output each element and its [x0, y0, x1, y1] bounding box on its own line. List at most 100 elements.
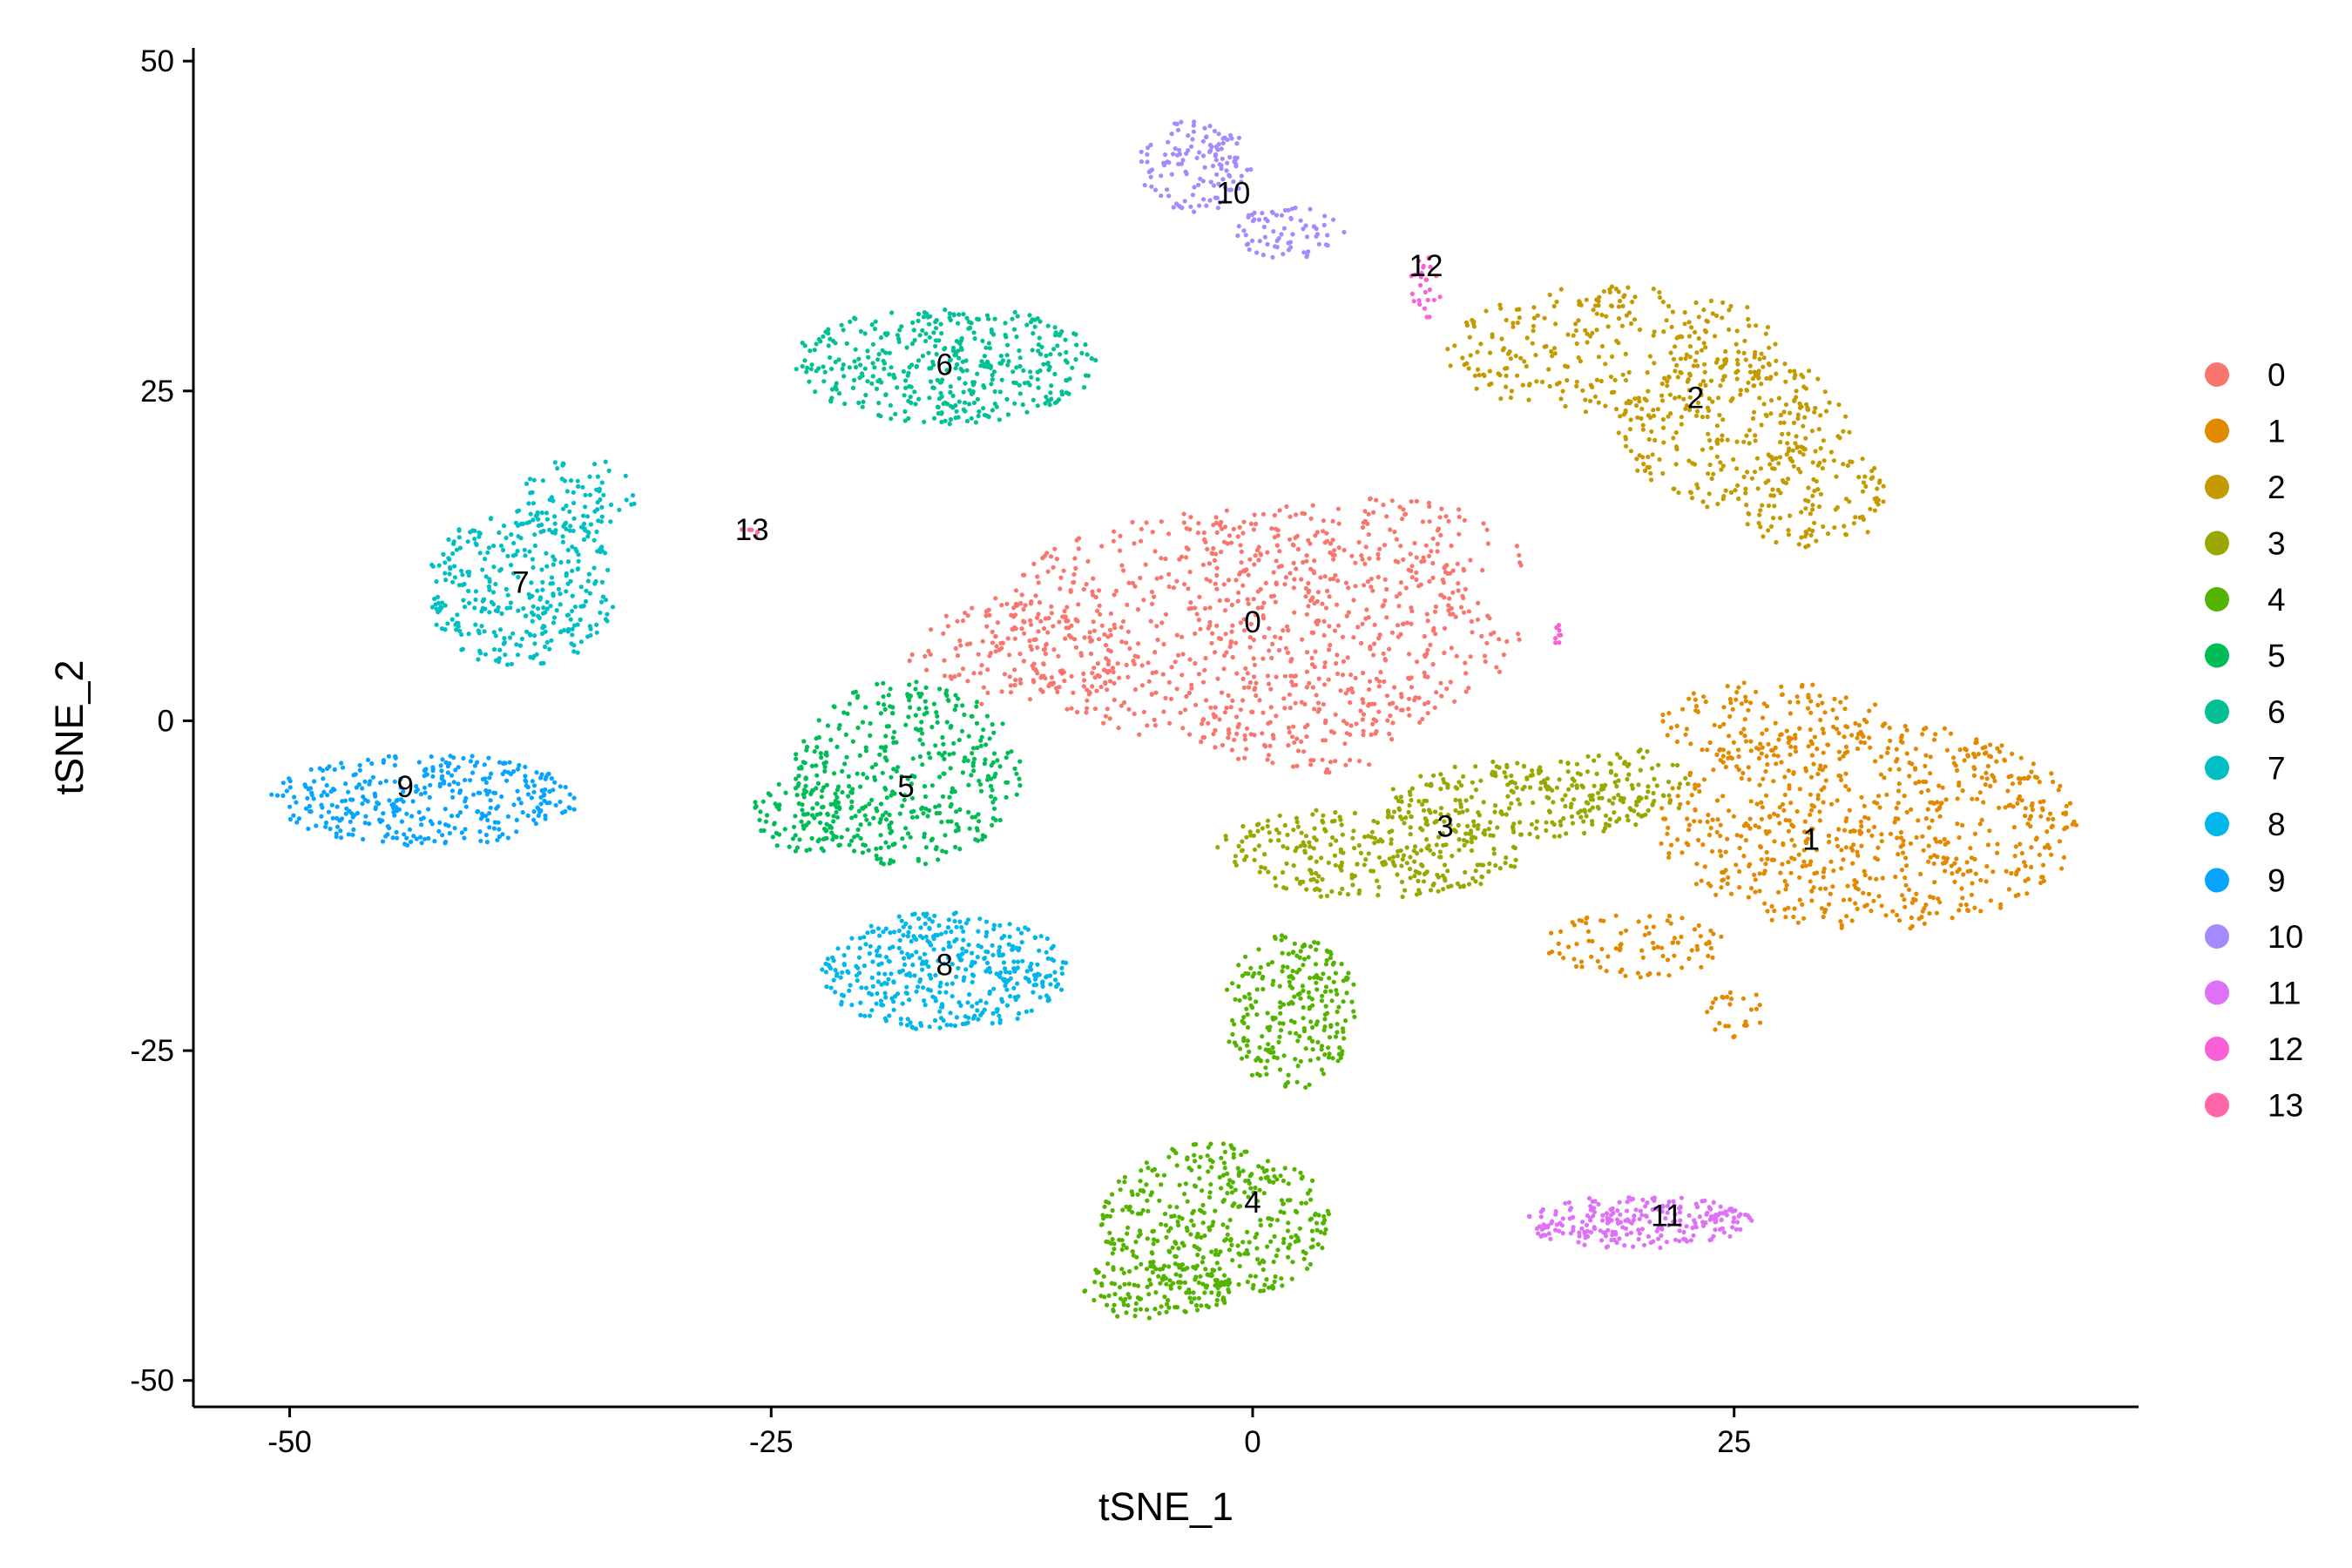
data-point	[1137, 1296, 1142, 1301]
data-point	[1288, 673, 1294, 679]
data-point	[1124, 1310, 1129, 1315]
data-point	[1558, 287, 1564, 292]
data-point	[1645, 749, 1650, 754]
data-point	[1665, 379, 1670, 384]
data-point	[956, 672, 962, 678]
data-point	[1425, 647, 1430, 652]
data-point	[983, 757, 988, 762]
data-point	[1376, 684, 1382, 689]
data-point	[1333, 712, 1338, 717]
data-point	[1637, 453, 1642, 458]
data-point	[1595, 958, 1600, 964]
data-point	[1689, 793, 1694, 798]
data-point	[1647, 914, 1652, 919]
data-point	[1509, 788, 1514, 794]
data-point	[883, 350, 889, 355]
data-point	[966, 402, 972, 407]
data-point	[1524, 775, 1530, 781]
data-point	[1132, 686, 1139, 693]
data-point	[1328, 642, 1333, 648]
data-point	[1304, 734, 1309, 740]
data-point	[963, 755, 968, 760]
data-point	[1276, 830, 1281, 835]
data-point	[1873, 855, 1878, 861]
data-point	[1530, 767, 1535, 774]
data-point	[1122, 1281, 1127, 1287]
data-point	[1743, 357, 1748, 362]
data-point	[1737, 885, 1742, 890]
data-point	[796, 774, 801, 779]
data-point	[975, 371, 980, 376]
data-point	[1617, 816, 1622, 821]
data-point	[1442, 650, 1447, 656]
data-point	[831, 814, 836, 819]
data-point	[926, 350, 931, 355]
data-point	[942, 658, 947, 663]
data-point	[1366, 511, 1371, 517]
data-point	[985, 667, 990, 672]
data-point	[1827, 902, 1832, 907]
data-point	[1328, 955, 1333, 961]
data-point	[1322, 989, 1328, 994]
data-point	[987, 653, 992, 659]
data-point	[1301, 963, 1306, 968]
data-point	[1741, 823, 1747, 828]
data-point	[833, 791, 838, 796]
data-point	[1728, 490, 1734, 496]
data-point	[1758, 524, 1763, 530]
data-point	[1183, 1181, 1188, 1186]
data-point	[1245, 671, 1250, 676]
data-point	[1236, 721, 1241, 727]
data-point	[1204, 1285, 1209, 1290]
data-point	[1290, 542, 1295, 547]
data-point	[799, 766, 804, 771]
data-point	[1017, 348, 1022, 354]
data-point	[1616, 304, 1621, 309]
data-point	[1059, 389, 1064, 395]
data-point	[821, 379, 827, 384]
data-point	[1154, 624, 1159, 629]
data-point	[1224, 837, 1229, 842]
data-point	[1639, 948, 1645, 953]
data-point	[1754, 456, 1760, 461]
data-point	[1010, 626, 1015, 632]
data-point	[1352, 1014, 1357, 1019]
data-point	[1167, 1278, 1173, 1283]
data-point	[1736, 496, 1741, 502]
data-point	[1557, 950, 1562, 956]
data-point	[1544, 828, 1549, 834]
data-point	[1316, 676, 1321, 681]
data-point	[1861, 890, 1866, 896]
data-point	[1787, 783, 1792, 788]
data-point	[829, 387, 835, 392]
data-point	[1973, 871, 1978, 876]
data-point	[1894, 747, 1899, 752]
data-point	[1673, 395, 1678, 401]
data-point	[1549, 348, 1554, 355]
data-point	[1299, 577, 1304, 582]
data-point	[897, 328, 902, 333]
data-point	[1267, 625, 1272, 632]
data-point	[1791, 915, 1796, 920]
data-point	[1603, 362, 1608, 367]
data-point	[1081, 586, 1086, 592]
data-point	[1922, 727, 1927, 732]
data-point	[1420, 716, 1425, 722]
data-point	[992, 774, 997, 780]
data-point	[1023, 603, 1028, 608]
data-point	[1362, 561, 1368, 567]
data-point	[1746, 380, 1751, 385]
data-point	[1706, 881, 1711, 886]
data-point	[1215, 676, 1220, 681]
data-point	[1381, 603, 1386, 608]
data-point	[882, 702, 887, 707]
data-point	[1227, 1039, 1232, 1044]
data-point	[1147, 1277, 1152, 1282]
data-point	[1415, 851, 1420, 856]
data-point	[848, 789, 854, 794]
data-point	[1960, 822, 1965, 828]
data-point	[1162, 1211, 1168, 1217]
data-point	[1799, 684, 1805, 689]
data-point	[1274, 580, 1279, 585]
data-point	[1812, 520, 1817, 525]
